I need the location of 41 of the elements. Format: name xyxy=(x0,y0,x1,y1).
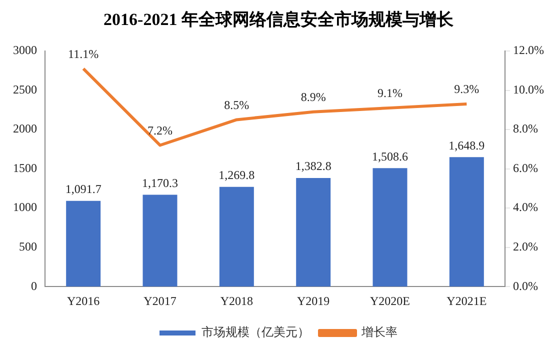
y2-tick-label: 12.0% xyxy=(513,43,544,58)
x-tick-label: Y2016 xyxy=(67,294,100,308)
x-tick-label: Y2020E xyxy=(370,294,410,308)
y2-tick-label: 2.0% xyxy=(513,239,538,254)
data-label: 9.3% xyxy=(454,82,480,96)
y2-tick-label: 8.0% xyxy=(513,122,538,136)
bar xyxy=(219,186,254,287)
y2-tick-label: 6.0% xyxy=(513,160,538,175)
data-label: 9.1% xyxy=(378,86,403,100)
x-tick-label: Y2017 xyxy=(144,294,176,308)
y2-tick-label: 10.0% xyxy=(513,82,544,96)
y2-tick-label: 0.0% xyxy=(513,278,538,293)
data-label: 1,269.8 xyxy=(218,168,255,182)
y2-tick-label: 4.0% xyxy=(513,200,538,214)
data-label: 8.9% xyxy=(300,90,326,104)
y-tick-label: 1500 xyxy=(13,160,37,175)
y-tick-label: 2500 xyxy=(13,82,37,96)
data-label: 8.5% xyxy=(224,98,250,112)
legend-label: 市场规模（亿美元） xyxy=(202,325,310,340)
data-label: 7.2% xyxy=(148,123,172,138)
y-tick-label: 3000 xyxy=(13,43,37,58)
data-label: 1,382.8 xyxy=(295,159,332,174)
chart-title: 2016-2021 年全球网络信息安全市场规模与增长 xyxy=(102,9,454,31)
x-tick-label: Y2019 xyxy=(297,294,330,308)
y-tick-label: 500 xyxy=(19,239,37,254)
y-tick-label: 0 xyxy=(31,278,37,293)
bar xyxy=(296,178,331,287)
data-label: 1,648.9 xyxy=(448,138,485,152)
x-tick-label: Y2018 xyxy=(220,294,254,308)
data-label: 1,508.6 xyxy=(372,149,408,164)
legend-label: 增长率 xyxy=(360,325,398,340)
data-label: 1,091.7 xyxy=(65,182,102,196)
data-label: 1,170.3 xyxy=(142,176,178,190)
y-tick-label: 2000 xyxy=(13,122,37,136)
bar xyxy=(449,157,484,287)
x-tick-label: Y2021E xyxy=(446,294,487,308)
bar xyxy=(372,168,408,287)
data-label: 11.1% xyxy=(68,46,99,61)
bar xyxy=(66,200,101,287)
y-tick-label: 1000 xyxy=(13,200,37,214)
bar xyxy=(142,194,178,287)
